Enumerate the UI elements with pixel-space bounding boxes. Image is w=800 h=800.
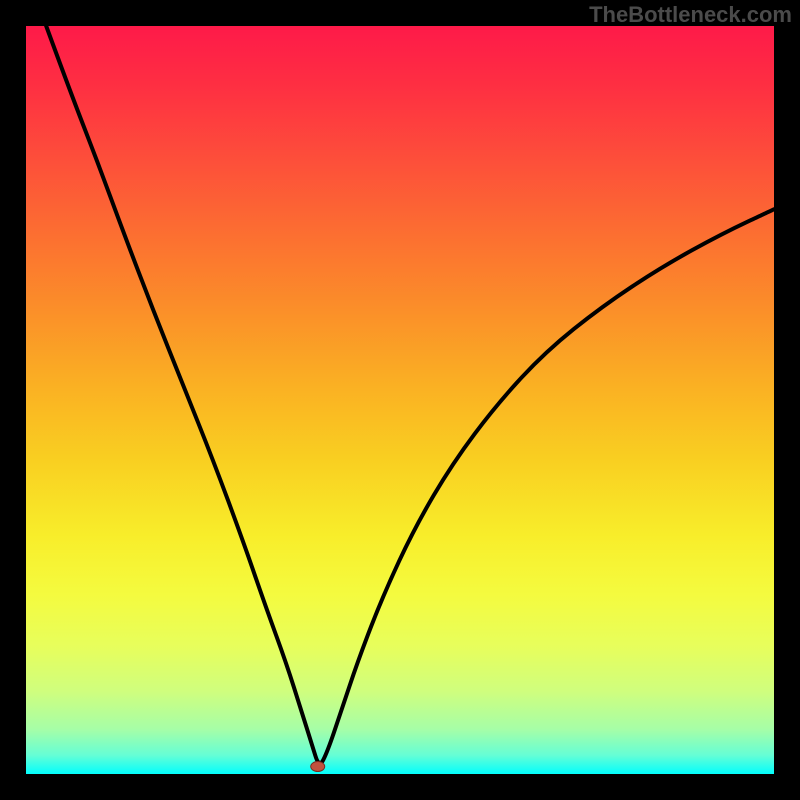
apex-marker bbox=[311, 762, 325, 772]
watermark-text: TheBottleneck.com bbox=[589, 2, 792, 28]
bottleneck-chart bbox=[0, 0, 800, 800]
plot-area bbox=[26, 26, 774, 774]
chart-frame: TheBottleneck.com bbox=[0, 0, 800, 800]
